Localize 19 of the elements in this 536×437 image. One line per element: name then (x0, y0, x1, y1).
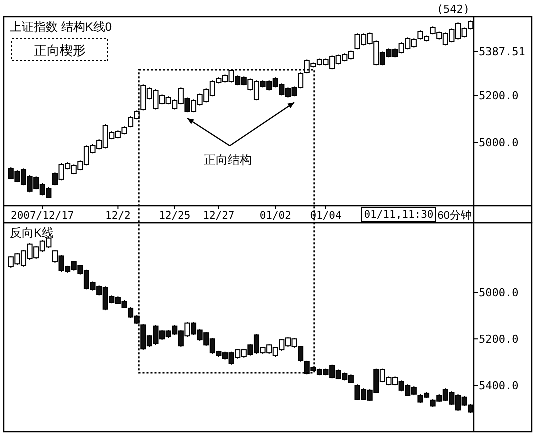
y-tick-label: 5000.0 (479, 286, 519, 300)
text: 01/11,11:30 (364, 209, 434, 221)
annotation: 正向结构 (204, 153, 252, 167)
x-tick-label: 12/2 (106, 210, 131, 222)
x-tick-label: 2007/12/17 (11, 210, 74, 222)
y-tick-label: 5200.0 (479, 90, 519, 103)
x-tick-label: 12/27 (203, 210, 235, 222)
text: 60分钟 (438, 210, 472, 222)
y-tick-label: 5400.0 (479, 380, 519, 393)
text: (542) (436, 3, 470, 16)
y-tick-label: 5000.0 (479, 136, 519, 150)
chart-title: 上证指数 结构K线0 (10, 20, 112, 34)
x-tick-label: 01/02 (260, 210, 292, 222)
x-tick-label: 01/04 (310, 210, 342, 222)
x-tick-label: 12/25 (159, 210, 191, 222)
annotation: 正向楔形 (34, 43, 86, 58)
chart-title: 反向K线 (10, 226, 54, 240)
y-tick-label: 5387.51 (479, 46, 526, 59)
y-tick-label: 5200.0 (479, 333, 519, 346)
